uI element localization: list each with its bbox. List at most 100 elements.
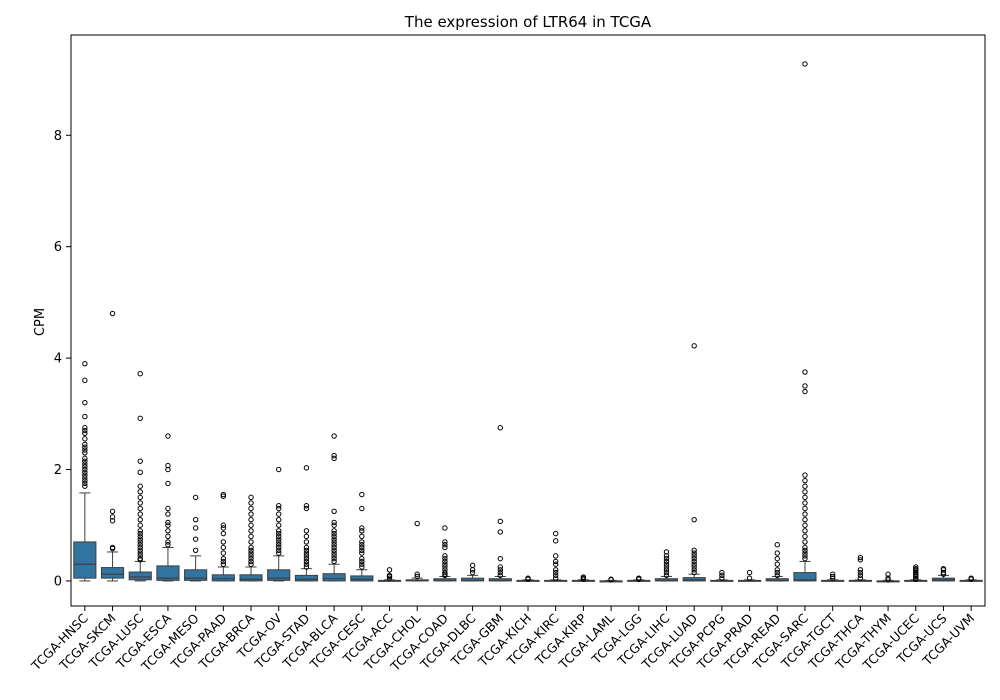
outlier-point — [137, 469, 143, 476]
outlier-point — [248, 553, 254, 559]
outlier-point — [248, 494, 254, 501]
outlier-point — [248, 511, 254, 517]
y-axis: 0 2 4 6 8 — [54, 129, 71, 589]
outlier-point — [359, 542, 365, 548]
outlier-point — [552, 553, 559, 559]
outlier-point — [82, 425, 88, 431]
outlier-point — [109, 518, 116, 524]
box-group — [682, 343, 706, 582]
outlier-point — [331, 544, 337, 551]
iqr-box — [73, 541, 97, 579]
outlier-point — [82, 377, 88, 384]
outlier-point — [192, 547, 199, 553]
outlier-point — [774, 542, 780, 548]
iqr-box — [100, 567, 125, 579]
outlier-point — [359, 505, 365, 512]
outlier-point — [691, 516, 697, 523]
outlier-point — [386, 567, 393, 573]
iqr-box — [128, 571, 152, 581]
y-tick-label: 2 — [54, 463, 62, 478]
outlier-point — [82, 436, 88, 442]
box-group — [294, 465, 319, 582]
outlier-point — [691, 558, 697, 565]
outlier-point — [663, 555, 670, 562]
outlier-point — [303, 533, 310, 540]
outlier-point — [442, 558, 448, 565]
outlier-point — [137, 458, 143, 464]
outlier-point — [331, 452, 337, 459]
plot-area — [73, 61, 983, 583]
outlier-point — [663, 561, 670, 567]
box-group — [793, 61, 817, 582]
box-group — [405, 520, 429, 582]
outlier-point — [691, 564, 697, 570]
box-group — [710, 569, 734, 582]
outlier-point — [774, 569, 780, 576]
outlier-point — [663, 564, 670, 570]
outlier-point — [497, 425, 504, 431]
outlier-point — [857, 554, 864, 561]
outlier-point — [331, 539, 337, 545]
box-group — [654, 549, 679, 582]
outlier-point — [303, 544, 310, 551]
outlier-point — [165, 505, 171, 512]
outlier-point — [248, 505, 254, 512]
outlier-point — [220, 522, 227, 528]
outlier-point — [276, 516, 282, 523]
outlier-point — [802, 516, 808, 523]
chart-title: The expression of LTR64 in TCGA — [404, 13, 652, 31]
outlier-point — [276, 530, 282, 537]
box-group — [488, 425, 512, 582]
outlier-point — [857, 572, 864, 579]
outlier-point — [802, 489, 808, 495]
outlier-point — [165, 511, 171, 517]
outlier-point — [802, 550, 808, 556]
outlier-point — [331, 536, 337, 542]
iqr-box — [184, 569, 208, 581]
outlier-point — [691, 343, 697, 349]
outlier-point — [82, 447, 88, 453]
outlier-point — [469, 562, 476, 569]
outlier-point — [359, 558, 365, 565]
outlier-point — [82, 430, 88, 437]
outlier-point — [691, 550, 697, 556]
outlier-point — [331, 550, 337, 556]
outlier-point — [774, 555, 780, 562]
outlier-point — [359, 547, 365, 553]
box-group — [959, 575, 983, 582]
outlier-point — [802, 505, 808, 512]
outlier-point — [857, 557, 864, 563]
outlier-point — [552, 530, 559, 537]
outlier-point — [719, 572, 725, 579]
outlier-point — [857, 569, 864, 576]
outlier-point — [82, 441, 88, 448]
outlier-point — [82, 480, 88, 487]
outlier-point — [303, 465, 310, 471]
outlier-point — [774, 567, 780, 573]
iqr-box — [793, 572, 817, 582]
box-group — [821, 571, 845, 582]
outlier-point — [497, 569, 504, 576]
outlier-point — [802, 522, 808, 528]
outlier-point — [552, 567, 559, 573]
outlier-point — [137, 533, 143, 540]
outlier-point — [359, 555, 365, 562]
outlier-point — [359, 528, 365, 534]
outlier-point — [691, 547, 697, 553]
outlier-point — [940, 565, 947, 572]
outlier-point — [276, 503, 282, 509]
outlier-point — [220, 539, 227, 545]
outlier-point — [331, 530, 337, 537]
outlier-point — [220, 561, 227, 567]
outlier-point — [359, 564, 365, 570]
outlier-point — [552, 575, 559, 581]
outlier-point — [497, 572, 504, 579]
box-group — [876, 571, 900, 583]
outlier-point — [331, 519, 337, 526]
outlier-point — [829, 571, 836, 577]
outlier-point — [137, 539, 143, 545]
outlier-point — [220, 491, 227, 498]
outlier-point — [82, 427, 88, 434]
outlier-point — [885, 575, 891, 581]
